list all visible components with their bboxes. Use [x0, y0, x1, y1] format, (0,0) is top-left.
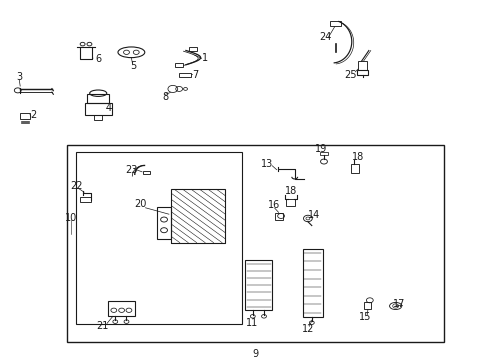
Bar [66, 145, 444, 342]
Bar [303, 249, 322, 317]
Text: 2: 2 [31, 109, 37, 120]
Text: 22: 22 [70, 181, 82, 191]
Bar [245, 260, 272, 310]
Text: 21: 21 [96, 321, 108, 331]
Bar [189, 47, 197, 50]
Bar [329, 21, 340, 26]
Bar [171, 189, 224, 243]
Bar [286, 199, 295, 206]
Bar [20, 113, 30, 119]
Text: 16: 16 [267, 200, 279, 210]
Bar [356, 70, 367, 75]
Text: 12: 12 [301, 324, 313, 334]
Bar [174, 63, 182, 67]
Bar [179, 73, 190, 77]
Text: 4: 4 [106, 103, 112, 113]
Text: 3: 3 [16, 72, 22, 82]
Bar [108, 301, 135, 316]
Bar [320, 152, 327, 155]
Text: 11: 11 [245, 318, 258, 328]
Text: 7: 7 [192, 70, 199, 80]
Text: 6: 6 [95, 54, 101, 64]
Bar [84, 103, 112, 114]
Text: 19: 19 [315, 144, 327, 154]
Text: 1: 1 [202, 53, 208, 63]
Text: 17: 17 [392, 299, 405, 309]
Text: 15: 15 [359, 312, 371, 323]
Bar [357, 61, 366, 70]
Text: 9: 9 [252, 349, 258, 359]
Bar [157, 207, 171, 239]
Bar [87, 94, 109, 103]
Text: 8: 8 [162, 92, 168, 102]
Text: 23: 23 [125, 165, 137, 175]
Text: 18: 18 [351, 152, 364, 162]
Bar [143, 171, 150, 174]
Bar [275, 213, 283, 220]
Text: 14: 14 [307, 210, 319, 220]
Text: 18: 18 [285, 186, 297, 196]
Bar [76, 152, 242, 324]
Text: 25: 25 [344, 70, 356, 80]
Text: 5: 5 [130, 61, 137, 71]
Bar [80, 198, 91, 202]
Bar [350, 164, 358, 172]
Text: 13: 13 [261, 159, 273, 169]
Text: 20: 20 [134, 198, 146, 208]
Bar [363, 302, 370, 309]
Text: 10: 10 [65, 213, 78, 223]
Bar [94, 114, 102, 120]
Text: 24: 24 [319, 32, 331, 42]
